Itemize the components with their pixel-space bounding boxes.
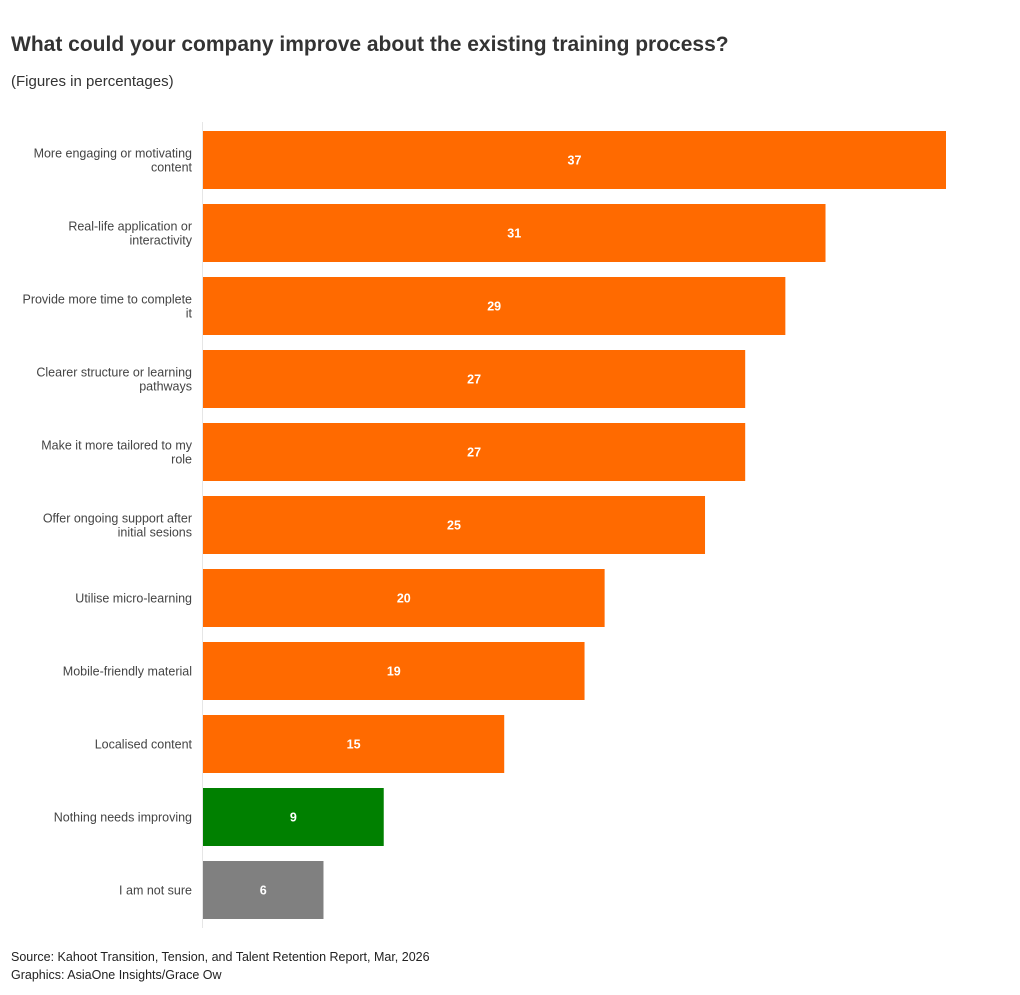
- data-label: 6: [260, 884, 267, 898]
- data-label: 29: [487, 300, 501, 314]
- bar[interactable]: [203, 569, 605, 627]
- category-label-line: interactivity: [129, 234, 192, 248]
- category-label: Utilise micro-learning: [75, 592, 192, 606]
- category-label: Mobile-friendly material: [63, 665, 192, 679]
- category-label-line: role: [171, 453, 192, 467]
- category-label: Real-life application or interactivity: [68, 220, 192, 248]
- category-label-line: pathways: [139, 380, 192, 394]
- bar-group: 20 Utilise micro-learning: [75, 569, 605, 627]
- category-label-line: Clearer structure or learning: [36, 366, 192, 380]
- category-label-line: Make it more tailored to my: [41, 439, 192, 453]
- category-label-line: Localised content: [95, 738, 193, 752]
- category-label-line: Nothing needs improving: [54, 811, 192, 825]
- bar[interactable]: [203, 861, 324, 919]
- bar[interactable]: [203, 277, 786, 335]
- bar-group: 27 Clearer structure or learning pathways: [36, 350, 746, 408]
- category-label-line: Provide more time to complete: [22, 293, 192, 307]
- category-label-line: Real-life application or: [68, 220, 192, 234]
- bar[interactable]: [203, 715, 505, 773]
- data-label: 15: [347, 738, 361, 752]
- bar-group: 27 Make it more tailored to my role: [41, 423, 746, 481]
- source-note: Source: Kahoot Transition, Tension, and …: [11, 950, 430, 964]
- category-label-line: Mobile-friendly material: [63, 665, 192, 679]
- data-label: 9: [290, 811, 297, 825]
- category-label-line: Utilise micro-learning: [75, 592, 192, 606]
- category-label: Nothing needs improving: [54, 811, 192, 825]
- category-label: I am not sure: [119, 884, 192, 898]
- bar-group: 25 Offer ongoing support after initial ses…: [43, 496, 706, 554]
- category-label-line: Offer ongoing support after: [43, 512, 192, 526]
- bar[interactable]: [203, 131, 946, 189]
- bar-group: 29 Provide more time to complete it: [22, 277, 786, 335]
- category-label: Make it more tailored to my role: [41, 439, 192, 467]
- graphics-credit: Graphics: AsiaOne Insights/Grace Ow: [11, 968, 222, 982]
- bar[interactable]: [203, 788, 384, 846]
- data-label: 25: [447, 519, 461, 533]
- bar-group: 9 Nothing needs improving: [54, 788, 384, 846]
- bar[interactable]: [203, 350, 746, 408]
- data-label: 37: [568, 154, 582, 168]
- category-label: Provide more time to complete it: [22, 293, 192, 321]
- bar[interactable]: [203, 204, 826, 262]
- category-label-line: content: [151, 161, 193, 175]
- bar[interactable]: [203, 496, 706, 554]
- data-label: 20: [397, 592, 411, 606]
- data-label: 27: [467, 373, 481, 387]
- data-label: 27: [467, 446, 481, 460]
- chart-title: What could your company improve about th…: [11, 33, 729, 56]
- bar-group: 31 Real-life application or interactivity: [68, 204, 826, 262]
- bar-group: 15 Localised content: [95, 715, 505, 773]
- category-label-line: I am not sure: [119, 884, 192, 898]
- bar[interactable]: [203, 642, 585, 700]
- category-label-line: initial sesions: [118, 526, 192, 540]
- data-label: 31: [507, 227, 521, 241]
- bar-group: 19 Mobile-friendly material: [63, 642, 585, 700]
- category-label: Clearer structure or learning pathways: [36, 366, 192, 394]
- category-label-line: More engaging or motivating: [34, 147, 192, 161]
- bar[interactable]: [203, 423, 746, 481]
- category-label: Localised content: [95, 738, 193, 752]
- bar-group: 6 I am not sure: [119, 861, 324, 919]
- category-label: Offer ongoing support after initial sesio…: [43, 512, 192, 540]
- data-label: 19: [387, 665, 401, 679]
- bar-group: 37 More engaging or motivating content: [34, 131, 946, 189]
- chart-subtitle: (Figures in percentages): [11, 73, 174, 90]
- category-label: More engaging or motivating content: [34, 147, 193, 175]
- category-label-line: it: [186, 307, 193, 321]
